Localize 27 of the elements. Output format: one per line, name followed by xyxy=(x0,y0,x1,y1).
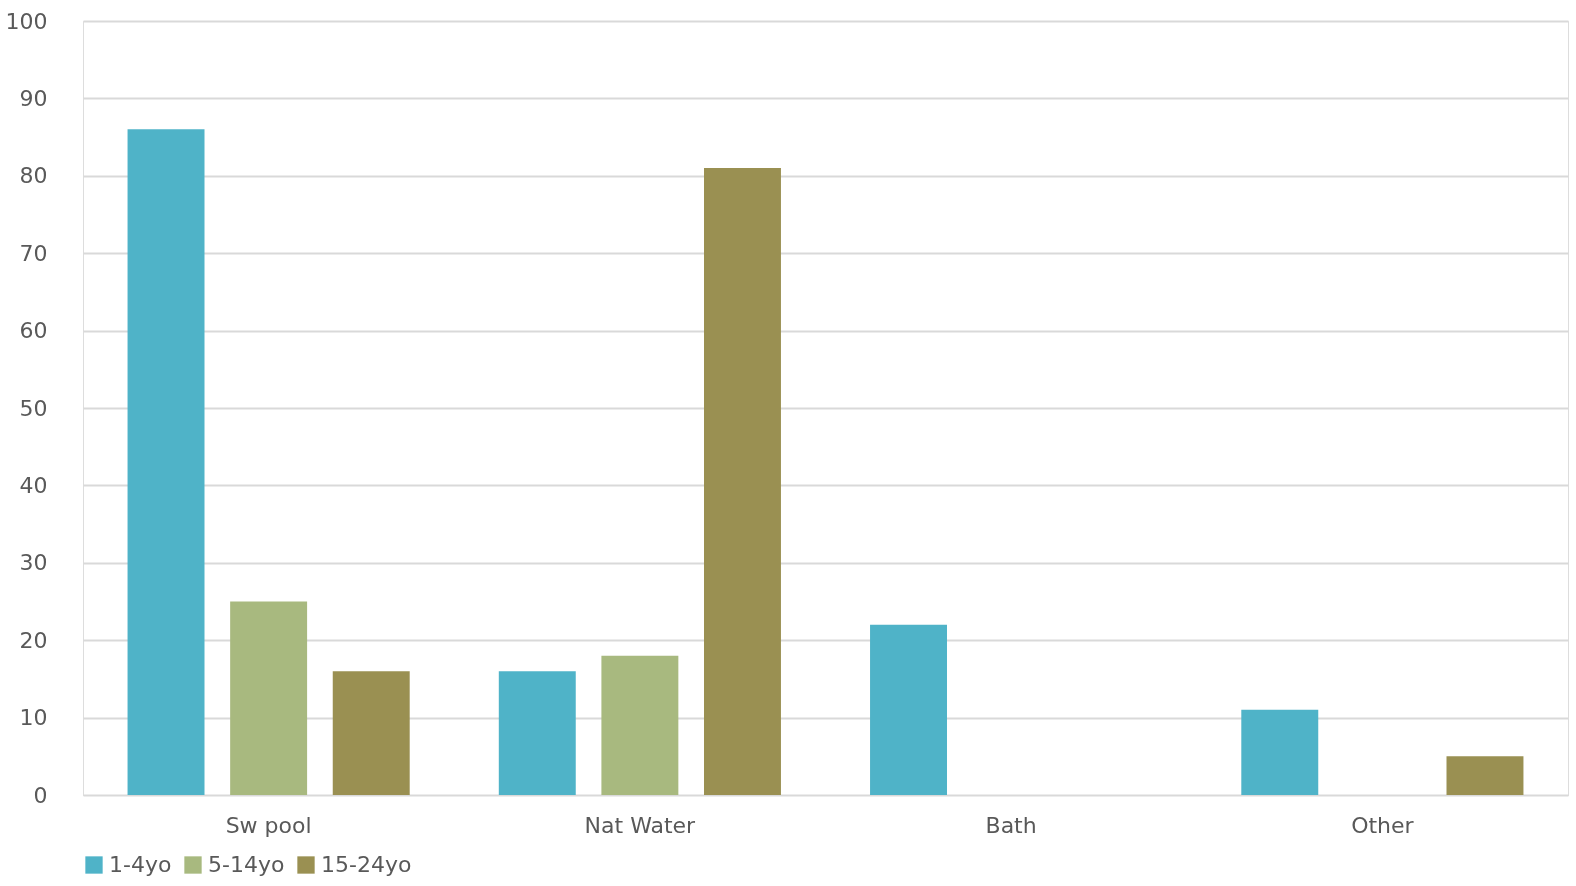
y-tick-label: 70 xyxy=(19,240,48,266)
bar xyxy=(1241,709,1319,795)
y-tick-label: 10 xyxy=(19,705,48,731)
y-tick-label: 30 xyxy=(19,550,48,576)
bar xyxy=(498,671,576,795)
y-tick-label: 0 xyxy=(33,782,48,808)
bar xyxy=(1446,756,1524,795)
x-tick-label: Bath xyxy=(985,812,1037,838)
x-tick-label: Sw pool xyxy=(225,812,312,838)
y-tick-label: 50 xyxy=(19,395,48,421)
x-tick-label: Other xyxy=(1351,812,1415,838)
bar xyxy=(127,129,205,795)
legend-label: 5-14yo xyxy=(208,852,285,877)
y-tick-label: 100 xyxy=(5,8,48,34)
bar xyxy=(601,655,679,795)
bar xyxy=(870,624,947,795)
legend-label: 1-4yo xyxy=(109,852,172,877)
y-tick-label: 90 xyxy=(19,85,48,111)
y-tick-label: 40 xyxy=(19,472,48,498)
y-tick-label: 80 xyxy=(19,163,48,189)
y-tick-label: 20 xyxy=(19,627,48,653)
legend-label: 15-24yo xyxy=(321,852,412,877)
x-tick-label: Nat Water xyxy=(584,812,697,838)
bar xyxy=(704,168,781,795)
y-tick-label: 60 xyxy=(19,318,48,344)
bar xyxy=(332,671,410,795)
bar xyxy=(230,601,308,795)
